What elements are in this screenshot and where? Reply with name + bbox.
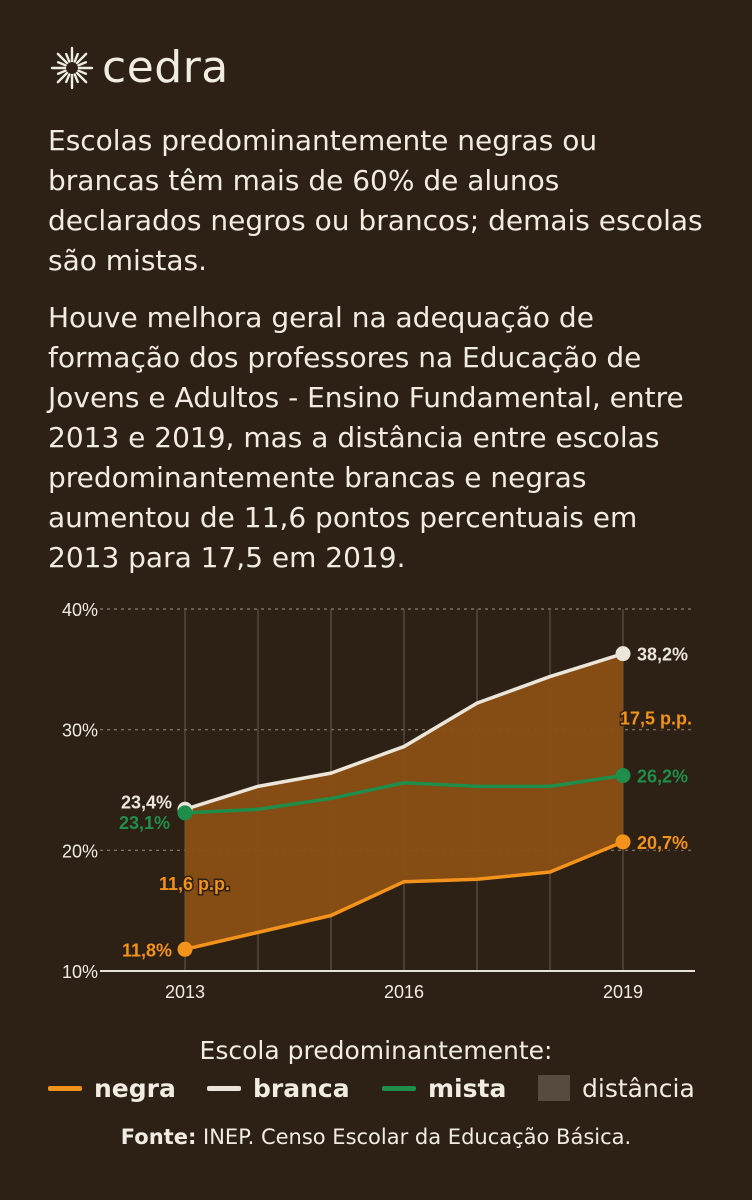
point-end-negra	[615, 834, 631, 850]
legend-swatch-distancia	[538, 1075, 570, 1101]
point-end-branca	[615, 646, 631, 662]
line-chart: 40% 30% 20% 10% 2013 2016 2019 23,4%23,1% 11,8% 3…	[62, 600, 695, 1002]
logo-ray	[56, 60, 67, 67]
brand-logo: cedra	[48, 42, 229, 93]
label-start-mista: 23,1%	[119, 813, 170, 833]
point-start-mista	[177, 805, 193, 821]
gap-label-end: 17,5 p.p.	[620, 709, 692, 729]
summary-paragraph: Houve melhora geral na adequação de form…	[48, 301, 684, 574]
legend-item-mista: mista	[382, 1072, 506, 1104]
logo-ray	[65, 72, 71, 83]
y-tick-label: 10%	[62, 962, 98, 982]
label-end-branca: 38,2%	[637, 645, 688, 665]
logo-ray	[56, 52, 69, 64]
legend-line-branca	[207, 1085, 241, 1091]
source-label: Fonte:	[120, 1125, 197, 1149]
series-line-negra	[184, 840, 624, 951]
legend-label-distancia: distância	[582, 1073, 695, 1103]
legend-item-distancia: distância	[538, 1072, 695, 1104]
intro-paragraph: Escolas predominantemente negras ou bran…	[48, 124, 703, 277]
point-start-negra	[177, 941, 193, 957]
logo-ray	[65, 52, 71, 63]
label-start-negra: 11,8%	[122, 940, 172, 960]
logo-ray	[73, 52, 79, 63]
logo-ray	[56, 71, 69, 83]
legend-item-negra: negra	[48, 1072, 176, 1104]
gap-label-start: 11,6 p.p.	[159, 874, 230, 894]
logo-ray	[77, 60, 88, 67]
y-tick-label: 40%	[62, 600, 98, 620]
logo-ray	[75, 52, 88, 64]
legend-label-negra: negra	[94, 1073, 176, 1103]
sun-burst-icon	[50, 46, 94, 89]
legend-item-branca: branca	[207, 1072, 350, 1104]
legend-label-branca: branca	[253, 1073, 350, 1103]
label-end-negra: 20,7%	[637, 833, 688, 853]
label-start-branca: 23,4%	[121, 792, 172, 812]
series-line-branca	[184, 651, 624, 811]
legend-label-mista: mista	[428, 1073, 507, 1103]
y-tick-label: 30%	[62, 721, 98, 741]
y-tick-label: 20%	[62, 841, 98, 861]
series-line-mista	[184, 773, 624, 815]
point-end-mista	[615, 768, 631, 784]
legend-title: Escola predominantemente:	[199, 1036, 553, 1065]
logo-ray	[73, 72, 79, 83]
source-text: INEP. Censo Escolar da Educação Básica.	[196, 1125, 632, 1149]
legend: negra branca mista distância	[0, 1072, 752, 1104]
legend-line-negra	[48, 1085, 82, 1091]
logo-ray	[77, 68, 88, 75]
legend-line-mista	[382, 1085, 416, 1091]
logo-ray	[56, 68, 67, 75]
label-end-mista: 26,2%	[637, 767, 688, 787]
source-note: Fonte: INEP. Censo Escolar da Educação B…	[0, 1125, 752, 1149]
x-tick-label: 2019	[603, 982, 643, 1002]
logo-ray	[75, 71, 88, 83]
x-tick-label: 2013	[165, 982, 205, 1002]
x-tick-label: 2016	[384, 982, 424, 1002]
brand-name: cedra	[102, 42, 229, 93]
